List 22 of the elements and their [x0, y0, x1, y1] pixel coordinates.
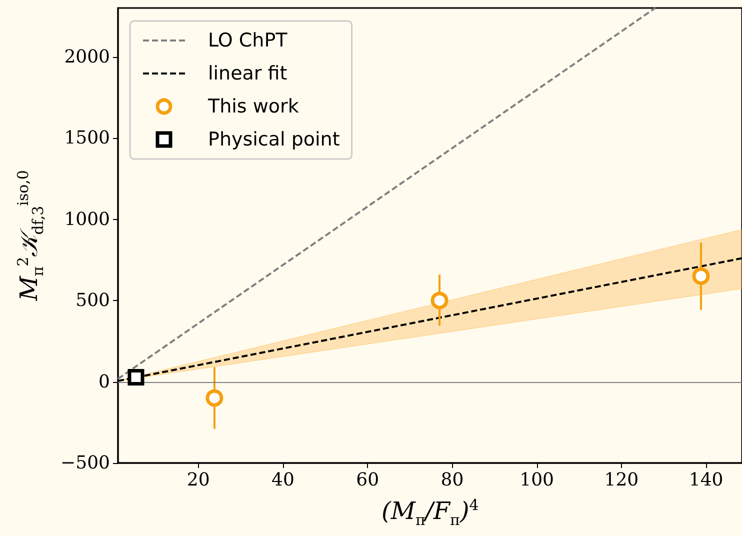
x-tick-label: 140: [688, 470, 724, 490]
x-tick-label: 20: [186, 470, 210, 490]
point: [692, 267, 710, 285]
y-tick-label: 500: [76, 290, 110, 311]
legend-label: This work: [207, 96, 299, 118]
x-tick-label: 120: [604, 470, 639, 490]
legend-label: LO ChPT: [208, 30, 288, 52]
point: [128, 368, 144, 386]
x-tick-label: 80: [440, 470, 464, 490]
y-tick-label: 0: [98, 371, 110, 392]
legend-label: Physical point: [208, 128, 340, 150]
x-tick-label: 60: [356, 470, 380, 490]
x-axis-title: (M$_{π}$/F$_{π}$)$^{4}$: [382, 496, 479, 529]
point: [206, 389, 224, 407]
y-tick-label: 1000: [64, 208, 110, 230]
x-tick-label: 100: [520, 470, 554, 490]
y-tick-label: 2000: [64, 46, 110, 68]
legend-label: linear fit: [208, 62, 288, 84]
y-tick-label: 1500: [64, 128, 110, 148]
y-tick-label: −500: [60, 452, 110, 474]
point: [430, 292, 448, 310]
x-tick-label: 40: [272, 470, 294, 490]
